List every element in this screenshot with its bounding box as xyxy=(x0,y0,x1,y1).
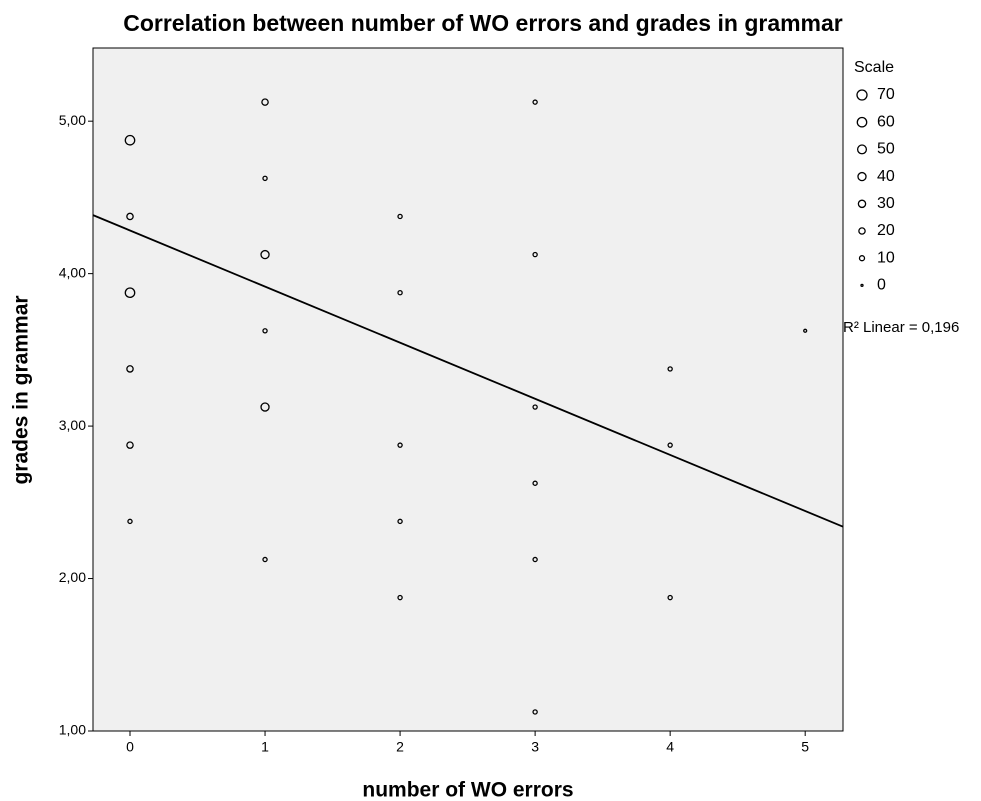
bubble xyxy=(260,249,270,260)
legend-label: 10 xyxy=(877,249,895,266)
legend-marker xyxy=(857,199,867,209)
bubble xyxy=(126,365,134,373)
legend-marker xyxy=(860,283,864,288)
bubble xyxy=(261,98,269,106)
legend-marker xyxy=(856,89,868,101)
x-tick-label: 0 xyxy=(126,739,134,755)
y-tick-label: 2,00 xyxy=(59,569,86,585)
bubble xyxy=(667,442,673,448)
bubble xyxy=(532,480,538,486)
legend-label: 30 xyxy=(877,195,895,212)
bubble xyxy=(397,442,403,448)
x-tick-label: 1 xyxy=(261,739,269,755)
bubble xyxy=(397,594,403,601)
x-tick-label: 5 xyxy=(801,739,809,755)
legend-marker xyxy=(856,116,868,128)
y-axis-label: grades in grammar xyxy=(10,295,33,484)
legend-label: 70 xyxy=(877,86,895,103)
x-tick-label: 4 xyxy=(666,739,674,755)
x-tick-label: 3 xyxy=(531,739,539,755)
bubble xyxy=(532,709,538,715)
y-tick-label: 1,00 xyxy=(59,722,86,738)
chart-title: Correlation between number of WO errors … xyxy=(123,10,843,36)
bubble xyxy=(262,175,268,182)
legend-label: 0 xyxy=(877,277,886,294)
bubble xyxy=(803,328,808,333)
bubble xyxy=(126,441,134,449)
x-axis-label: number of WO errors xyxy=(362,779,573,801)
bubble xyxy=(397,289,403,296)
bubble xyxy=(532,251,538,258)
legend-label: 20 xyxy=(877,222,895,239)
bubble xyxy=(532,99,538,105)
bubble xyxy=(262,556,268,563)
fit-annotation: R² Linear = 0,196 xyxy=(843,319,959,336)
bubble xyxy=(127,518,133,525)
bubble xyxy=(532,556,538,563)
legend-marker xyxy=(858,255,866,262)
bubble xyxy=(667,594,673,601)
legend-marker xyxy=(857,171,867,182)
bubble xyxy=(397,213,403,220)
legend-label: 60 xyxy=(877,113,895,130)
bubble xyxy=(532,404,538,410)
y-tick-label: 3,00 xyxy=(59,417,86,433)
plot-area xyxy=(92,47,844,732)
legend-marker xyxy=(858,227,866,235)
bubble xyxy=(260,402,270,412)
bubble xyxy=(667,366,673,372)
bubble xyxy=(262,328,268,334)
legend-label: 40 xyxy=(877,168,895,185)
y-tick-label: 4,00 xyxy=(59,264,86,280)
x-tick-label: 2 xyxy=(396,739,404,755)
legend-title: Scale xyxy=(854,59,894,76)
legend-marker xyxy=(856,144,868,155)
y-tick-label: 5,00 xyxy=(59,112,86,128)
bubble xyxy=(124,287,136,299)
bubble xyxy=(126,212,134,221)
legend-label: 50 xyxy=(877,141,895,158)
bubble xyxy=(124,134,136,146)
fit-line xyxy=(93,214,843,528)
bubble xyxy=(397,518,403,525)
